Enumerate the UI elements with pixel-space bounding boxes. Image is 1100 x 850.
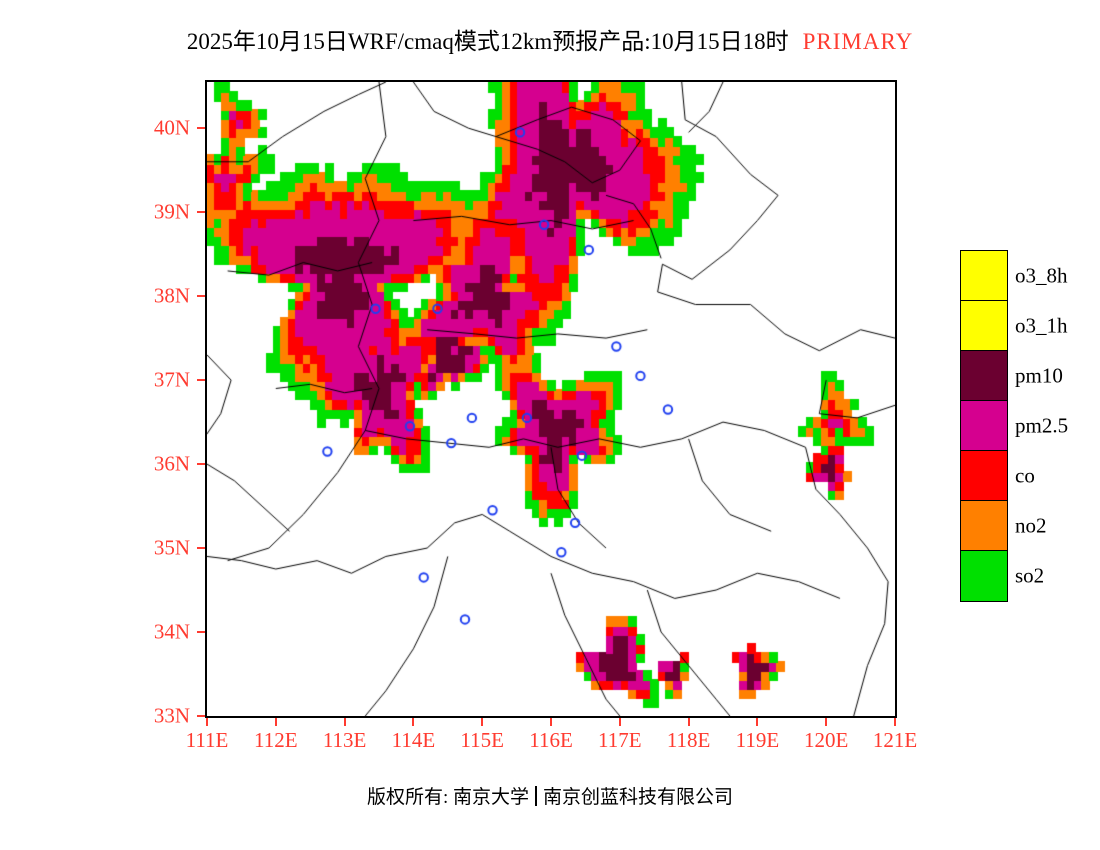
x-axis-tick — [274, 718, 277, 726]
copyright-footer: 版权所有: 南京大学 南京创蓝科技有限公司 — [0, 782, 1100, 809]
legend-swatch-pm10[interactable]: pm10 — [961, 351, 1063, 401]
x-axis-tick — [687, 718, 690, 726]
y-axis-tick-label: 34N — [153, 619, 190, 644]
x-axis-tick — [825, 718, 828, 726]
x-axis-tick-label: 112E — [254, 728, 298, 752]
x-axis-tick — [206, 718, 208, 726]
legend-label: o3_8h — [1015, 263, 1068, 287]
x-axis-tick — [756, 718, 759, 726]
page-title: 2025年10月15日WRF/cmaq模式12km预报产品:10月15日18时 P… — [0, 22, 1100, 56]
x-axis-tick — [550, 718, 552, 726]
footer-right: 南京创蓝科技有限公司 — [543, 787, 734, 808]
legend-label: pm10 — [1015, 363, 1063, 387]
legend-swatch-o31h[interactable]: o3_1h — [961, 301, 1068, 351]
legend-label: so2 — [1015, 563, 1045, 588]
x-axis-tick — [412, 718, 415, 726]
y-axis-tick — [197, 631, 205, 634]
y-axis-tick — [197, 211, 205, 214]
x-axis-tick-label: 120E — [804, 728, 849, 752]
x-axis-tick-label: 114E — [391, 728, 436, 752]
legend-swatch-co[interactable]: co — [961, 451, 1035, 501]
legend-label: co — [1015, 463, 1035, 487]
x-axis-tick — [481, 718, 484, 726]
x-axis-tick — [343, 718, 346, 726]
y-axis-tick — [197, 463, 205, 466]
x-axis-tick-label: 111E — [185, 728, 229, 752]
y-axis-tick — [197, 715, 205, 717]
y-axis-tick-label: 39N — [153, 199, 190, 224]
x-axis-tick-label: 117E — [598, 728, 642, 752]
y-axis-tick — [197, 547, 205, 550]
y-axis-tick — [197, 295, 205, 298]
legend-swatch-so2[interactable]: so2 — [961, 551, 1044, 601]
x-axis-tick-label: 115E — [460, 728, 504, 752]
footer-separator — [535, 786, 537, 806]
legend-swatch-o38h[interactable]: o3_8h — [961, 251, 1068, 301]
pollutant-legend[interactable]: o3_8h o3_1h pm10 pm2.5 co no2 so2 — [960, 250, 1068, 602]
x-axis-tick — [894, 718, 896, 726]
y-axis-tick-label: 36N — [153, 451, 190, 476]
legend-label: no2 — [1015, 513, 1047, 537]
legend-label: o3_1h — [1015, 313, 1068, 337]
y-axis-tick — [197, 127, 205, 130]
y-axis-tick-label: 35N — [153, 535, 190, 560]
y-axis-tick-label: 38N — [153, 283, 190, 308]
x-axis-tick-label: 116E — [529, 728, 573, 752]
y-axis-tick-label: 40N — [153, 115, 190, 140]
title-main: 2025年10月15日WRF/cmaq模式12km预报产品:10月15日18时 — [186, 29, 789, 54]
legend-swatch-pm25[interactable]: pm2.5 — [961, 401, 1068, 451]
x-axis-tick-label: 119E — [735, 728, 780, 752]
y-axis-tick — [197, 379, 205, 382]
x-axis-tick-label: 118E — [666, 728, 711, 752]
map-plot-area[interactable] — [205, 80, 897, 718]
legend-label: pm2.5 — [1015, 413, 1069, 437]
y-axis-tick-label: 37N — [153, 367, 190, 392]
legend-swatch-no2[interactable]: no2 — [961, 501, 1047, 551]
x-axis-tick-label: 121E — [872, 728, 918, 752]
pollutant-heatmap-canvas[interactable] — [207, 82, 895, 716]
title-primary-label: PRIMARY — [802, 29, 914, 54]
footer-left: 版权所有: 南京大学 — [366, 787, 529, 808]
x-axis-tick-label: 113E — [322, 728, 367, 752]
y-axis-tick-label: 33N — [153, 703, 190, 728]
x-axis-tick — [618, 718, 621, 726]
